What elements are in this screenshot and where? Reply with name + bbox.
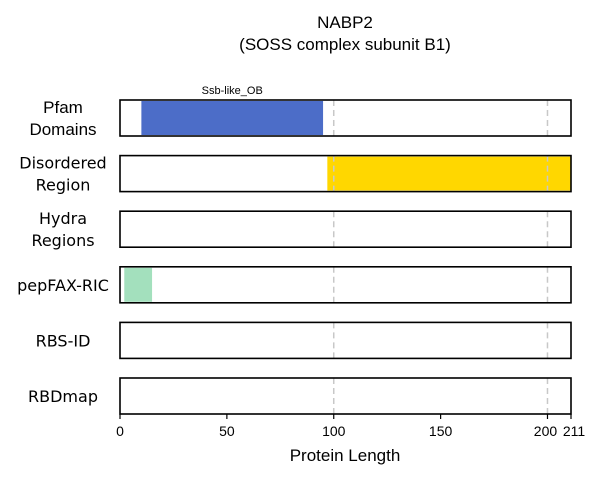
track-border [119,99,572,137]
chart-title: NABP2 [317,13,373,32]
row-label: RBDmap [28,387,98,406]
track-border [119,265,572,304]
track-background [120,266,571,303]
x-tick-label: 150 [429,423,453,439]
track-background [120,378,571,414]
x-axis-label: Protein Length [290,446,401,465]
track-border [119,321,572,360]
track-segment [141,101,324,135]
x-tick-label: 100 [322,423,346,439]
track-border [119,377,572,415]
track-border [119,154,572,193]
x-tick-label: 211 [563,423,586,439]
segment-label: Ssb-like_OB [202,85,263,97]
track-row: Hydra Regions [31,209,572,250]
row-label: Regions [31,231,94,250]
track-border [119,210,572,248]
row-label: Disordered [19,154,106,173]
track-row: RBDmap [28,377,572,415]
row-label: Pfam [43,98,83,117]
row-label: Region [36,176,91,195]
track-background [120,211,571,248]
track-background [120,322,571,359]
row-label: pepFAX-RIC [17,276,109,295]
x-tick-label: 200 [534,423,558,439]
track-segment [124,267,153,302]
track-row: pepFAX-RIC [17,265,572,304]
track-row: Ssb-like_OB Pfam Domains [29,85,572,139]
track-segment [327,156,571,191]
chart-subtitle: (SOSS complex subunit B1) [239,35,451,54]
track-row: RBS-ID [36,321,572,360]
x-tick-label: 0 [116,423,124,439]
x-axis: 0 50 100 150 200 211 [116,414,585,439]
row-label: Hydra [39,209,87,228]
row-label: RBS-ID [36,331,91,350]
track-row: Disordered Region [19,154,572,195]
row-label: Domains [29,120,96,139]
feature-tracks: Ssb-like_OB Pfam Domains Disordered Region Hy… [17,85,572,415]
x-tick-label: 50 [219,423,235,439]
